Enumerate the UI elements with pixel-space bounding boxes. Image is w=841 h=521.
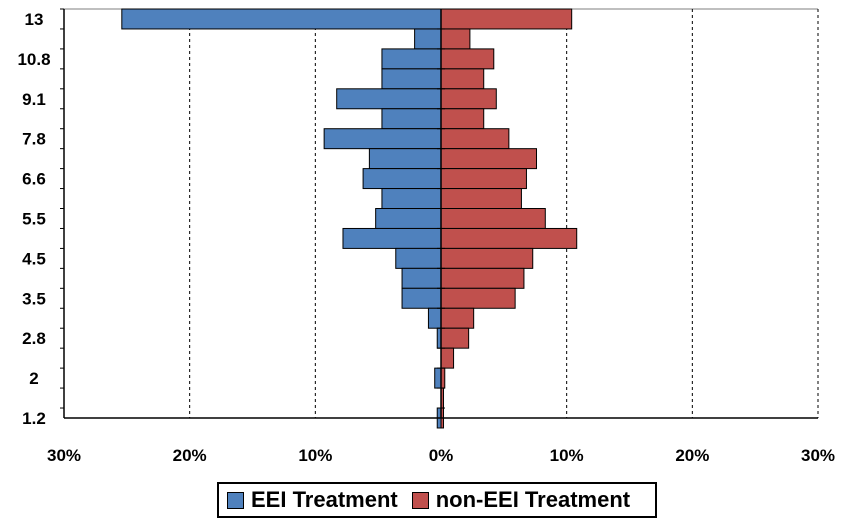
- axes-group: [60, 8, 818, 419]
- bar-eei-18: [434, 367, 442, 389]
- bar-non-eei-7: [440, 148, 538, 170]
- y-tick-label-8: 2.8: [22, 329, 46, 348]
- gridlines: [189, 9, 819, 418]
- bar-non-eei-6: [440, 128, 510, 150]
- x-tick-label-4: 10%: [550, 446, 584, 465]
- bar-eei-10: [375, 208, 442, 229]
- bar-eei-2: [381, 48, 442, 70]
- bar-non-eei-15: [440, 307, 475, 329]
- bar-non-eei-13: [440, 267, 525, 289]
- bar-non-eei-12: [440, 247, 534, 269]
- bar-eei-13: [401, 267, 442, 289]
- bar-non-eei-1: [440, 28, 471, 50]
- y-tick-label-7: 3.5: [22, 289, 46, 308]
- bar-non-eei-9: [440, 188, 522, 210]
- legend-swatch-eei: [227, 491, 244, 509]
- bar-non-eei-2: [440, 48, 495, 70]
- legend: EEI Treatment non-EEI Treatment: [217, 482, 657, 518]
- y-tick-label-5: 5.5: [22, 209, 46, 228]
- bar-non-eei-4: [440, 88, 497, 110]
- y-tick-label-6: 4.5: [22, 249, 46, 268]
- bar-non-eei-8: [440, 168, 527, 190]
- bar-eei-11: [342, 227, 442, 249]
- bar-eei-9: [381, 188, 442, 210]
- x-tick-label-3: 0%: [429, 446, 454, 465]
- legend-label-non-eei: non-EEI Treatment: [435, 487, 631, 512]
- bar-eei-15: [427, 307, 442, 329]
- bar-eei-4: [336, 88, 442, 110]
- x-tick-label-5: 20%: [675, 446, 709, 465]
- y-tick-label-4: 6.6: [22, 170, 46, 189]
- x-tick-label-0: 30%: [47, 446, 81, 465]
- bar-non-eei-5: [440, 108, 485, 130]
- legend-swatch-non-eei: [411, 491, 429, 509]
- x-tick-label-2: 10%: [298, 446, 332, 465]
- bar-non-eei-17: [440, 347, 455, 369]
- y-tick-label-9: 2: [29, 369, 38, 388]
- bars-group: [121, 8, 578, 429]
- legend-label-eei: EEI Treatment: [251, 487, 398, 512]
- y-tick-label-3: 7.8: [22, 130, 46, 149]
- bar-non-eei-16: [440, 327, 470, 349]
- bar-non-eei-11: [440, 227, 578, 249]
- bar-eei-8: [362, 168, 442, 190]
- legend-item-non-eei: non-EEI Treatment: [411, 487, 631, 513]
- bar-eei-12: [395, 247, 442, 269]
- y-tick-label-1: 10.8: [17, 50, 50, 69]
- bar-eei-0: [121, 8, 442, 30]
- bar-non-eei-3: [440, 68, 485, 90]
- y-tick-label-2: 9.1: [22, 90, 46, 109]
- x-tick-label-1: 20%: [173, 446, 207, 465]
- y-tick-label-10: 1.2: [22, 409, 46, 428]
- bar-non-eei-0: [440, 8, 573, 30]
- bar-eei-14: [401, 287, 442, 309]
- bar-eei-1: [414, 28, 442, 50]
- bar-non-eei-14: [440, 287, 516, 309]
- bar-non-eei-10: [440, 208, 546, 229]
- y-tick-label-0: 13: [25, 10, 44, 29]
- bar-eei-3: [381, 68, 442, 90]
- x-tick-label-6: 30%: [801, 446, 835, 465]
- bar-eei-7: [368, 148, 442, 170]
- bar-eei-5: [381, 108, 442, 130]
- legend-item-eei: EEI Treatment: [227, 487, 398, 513]
- bar-eei-6: [323, 128, 442, 150]
